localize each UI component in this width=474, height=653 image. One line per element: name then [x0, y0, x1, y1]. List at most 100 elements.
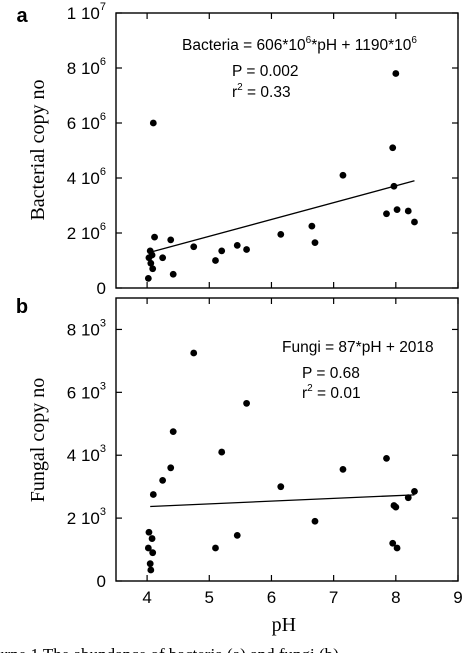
y-tick-label: 2 103: [67, 506, 106, 528]
y-tick-label: 0: [97, 572, 106, 591]
data-point: [167, 464, 175, 472]
plot-frame: [115, 12, 459, 289]
data-point: [383, 454, 390, 462]
y-axis-label: Fungal copy no: [27, 378, 49, 502]
y-tick-exponent: 6: [100, 111, 106, 123]
data-point: [277, 230, 285, 238]
data-point: [190, 349, 198, 357]
y-tick-mantissa: 6 10: [67, 114, 100, 133]
data-point: [218, 448, 226, 456]
y-tick-exponent: 3: [100, 443, 106, 455]
y-tick-mantissa: 1 10: [67, 4, 100, 23]
data-point: [151, 233, 158, 241]
y-tick-exponent: 3: [100, 317, 106, 329]
data-point: [149, 265, 157, 273]
r-squared-exponent: 2: [307, 383, 313, 394]
y-tick-exponent: 6: [100, 56, 106, 68]
data-point: [233, 241, 241, 249]
data-point: [148, 251, 156, 259]
data-point: [243, 399, 250, 407]
data-point: [212, 257, 219, 264]
y-tick-mantissa: 8 10: [67, 59, 100, 78]
x-tick-label: 7: [329, 588, 338, 607]
equation-exponent: 6: [306, 35, 312, 46]
data-point: [167, 236, 175, 244]
data-point: [392, 70, 400, 77]
data-point: [243, 246, 250, 253]
x-axis-label: pH: [272, 614, 296, 636]
data-point: [393, 206, 401, 214]
x-tick-label: 4: [142, 588, 151, 607]
data-point: [169, 270, 177, 278]
panel-label: a: [16, 5, 28, 27]
data-point: [149, 119, 157, 127]
r-squared: r2 = 0.01: [302, 383, 361, 402]
y-tick-exponent: 3: [100, 380, 106, 392]
y-tick-exponent: 6: [100, 166, 106, 178]
data-point: [339, 465, 347, 473]
data-point: [218, 247, 226, 255]
y-tick-label: 2 106: [67, 221, 106, 243]
y-tick-label: 8 103: [67, 317, 106, 339]
data-point: [404, 494, 412, 502]
r-squared-symbol: r: [302, 385, 307, 402]
y-tick-label: 4 103: [67, 443, 106, 465]
y-tick-exponent: 6: [100, 221, 106, 233]
figure-caption: urne 1 The abundance of bacteria (a) and…: [0, 645, 339, 653]
y-tick-mantissa: 6 10: [67, 383, 100, 402]
regression-line: [150, 494, 415, 508]
data-point: [390, 182, 398, 190]
equation-exponent: 6: [411, 35, 417, 46]
r-squared: r2 = 0.33: [232, 82, 291, 101]
p-value: P = 0.68: [302, 365, 360, 382]
data-point: [393, 544, 401, 552]
data-point: [159, 254, 167, 262]
data-point: [311, 517, 319, 525]
y-tick-mantissa: 0: [97, 279, 106, 298]
data-point: [233, 532, 241, 539]
y-tick-exponent: 3: [100, 506, 106, 518]
regression-line: [150, 180, 415, 253]
y-tick-mantissa: 2 10: [67, 224, 100, 243]
y-tick-label: 8 106: [67, 56, 106, 78]
p-value: P = 0.002: [232, 63, 299, 80]
data-point: [411, 487, 418, 495]
data-point: [148, 535, 156, 542]
x-tick-label: 9: [453, 588, 462, 607]
y-tick-label: 1 107: [67, 1, 106, 23]
y-tick-label: 4 106: [67, 166, 106, 188]
data-point: [392, 503, 400, 511]
data-point: [145, 528, 153, 536]
plot-frame: [115, 297, 459, 582]
y-tick-label: 6 106: [67, 111, 106, 133]
data-point: [144, 274, 152, 282]
data-point: [411, 218, 418, 226]
y-tick-mantissa: 8 10: [67, 320, 100, 339]
y-tick-label: 0: [97, 279, 106, 298]
data-point: [383, 210, 390, 218]
data-point: [147, 259, 155, 267]
regression-equation: Bacteria = 606*106*pH + 1190*106: [182, 35, 417, 54]
r-squared-value: = 0.01: [313, 385, 361, 402]
y-tick-mantissa: 0: [97, 572, 106, 591]
data-point: [308, 222, 316, 230]
y-tick-mantissa: 2 10: [67, 509, 100, 528]
equation-text: *pH + 1190*10: [311, 37, 411, 54]
data-point: [146, 560, 154, 568]
x-tick-label: 5: [205, 588, 214, 607]
data-point: [159, 476, 167, 484]
r-squared-value: = 0.33: [243, 84, 291, 101]
data-point: [149, 549, 157, 557]
data-point: [404, 207, 412, 215]
y-axis-label: Bacterial copy no: [27, 79, 49, 220]
data-point: [169, 428, 177, 436]
equation-text: Fungi = 87*pH + 2018: [282, 339, 434, 356]
panel-label: b: [16, 296, 28, 318]
data-point: [389, 539, 397, 547]
y-tick-mantissa: 4 10: [67, 446, 100, 465]
data-point: [311, 239, 319, 247]
data-point: [190, 243, 198, 251]
